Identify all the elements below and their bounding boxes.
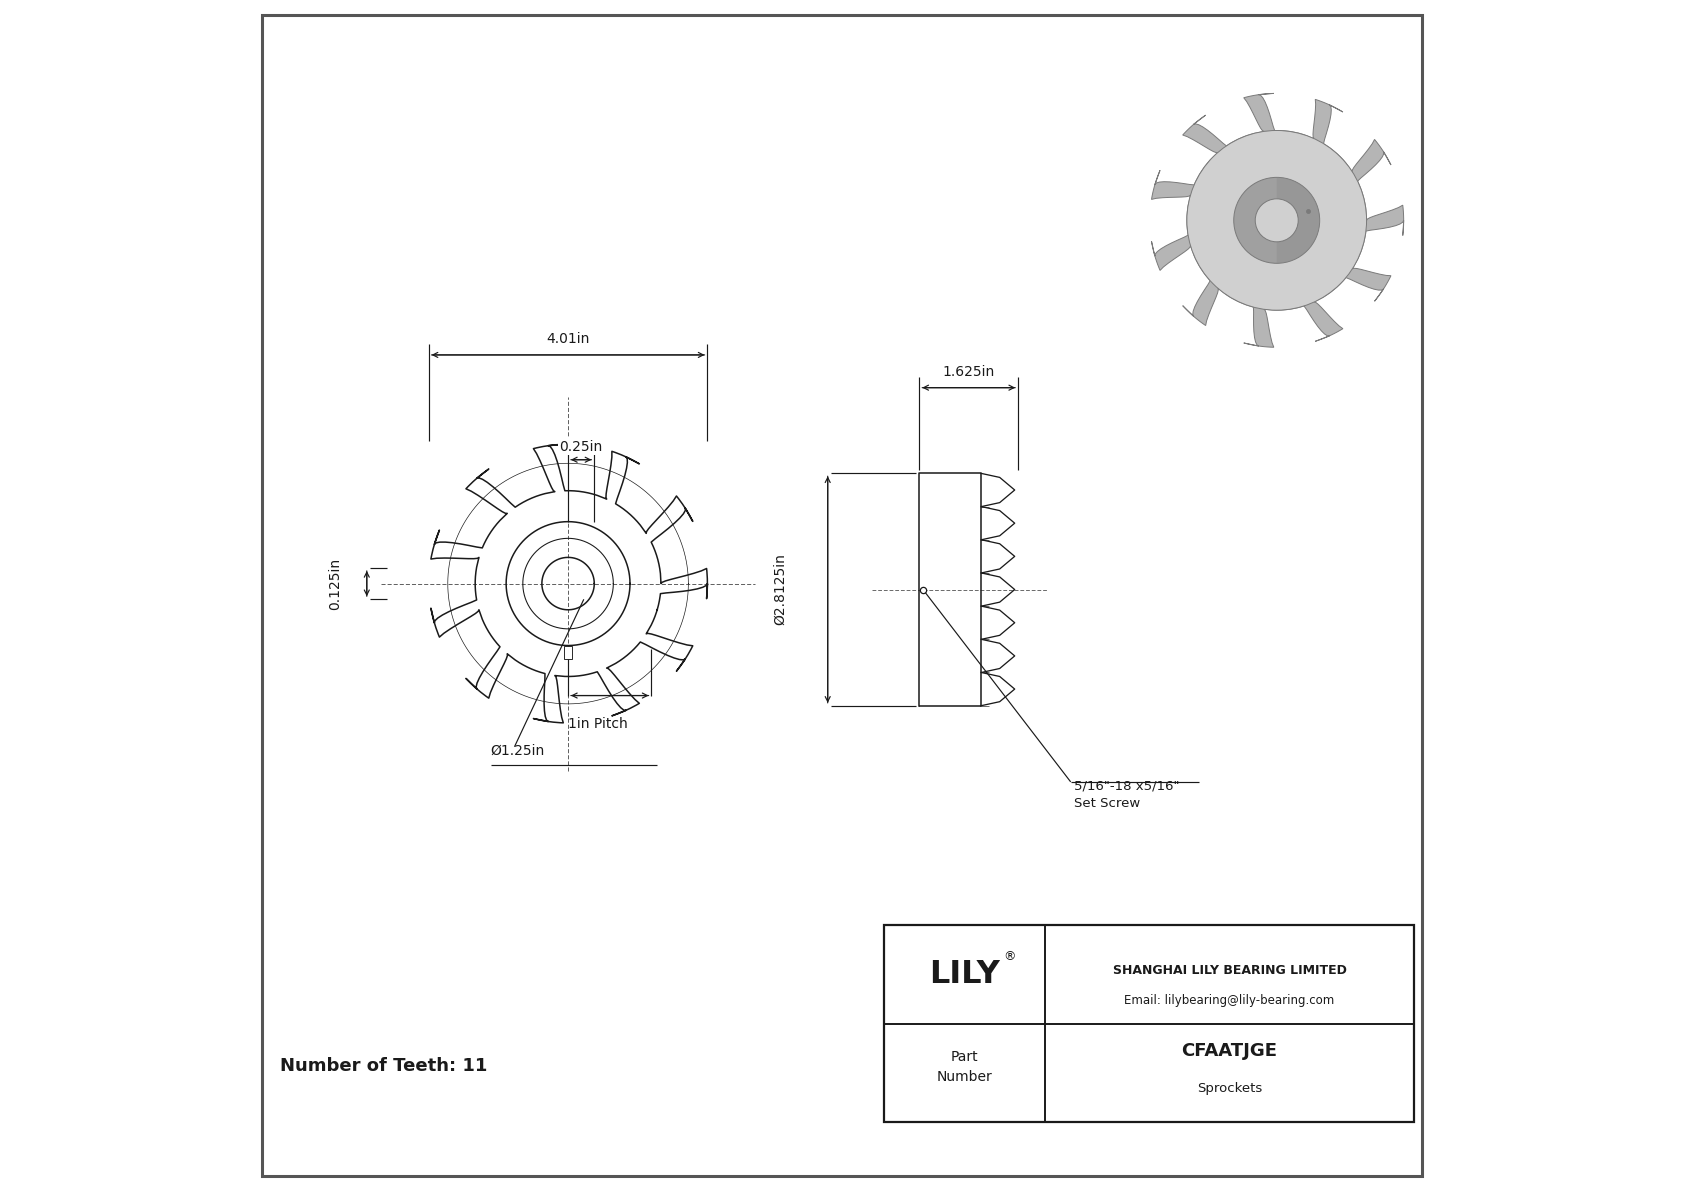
Circle shape — [1234, 177, 1320, 263]
Text: 0.25in: 0.25in — [559, 439, 603, 454]
Text: 1in Pitch: 1in Pitch — [568, 717, 628, 731]
Text: SHANGHAI LILY BEARING LIMITED: SHANGHAI LILY BEARING LIMITED — [1113, 964, 1347, 977]
Text: ®: ® — [1004, 950, 1015, 964]
Text: Part
Number: Part Number — [936, 1050, 992, 1084]
Text: Number of Teeth: 11: Number of Teeth: 11 — [280, 1056, 487, 1075]
Text: 0.125in: 0.125in — [328, 557, 342, 610]
Text: Ø1.25in: Ø1.25in — [490, 743, 546, 757]
Text: 5/16"-18 x5/16"
Set Screw: 5/16"-18 x5/16" Set Screw — [1074, 780, 1180, 810]
Text: Ø2.8125in: Ø2.8125in — [773, 554, 786, 625]
Bar — [564, 646, 573, 659]
Text: Sprockets: Sprockets — [1197, 1081, 1261, 1095]
Circle shape — [1255, 199, 1298, 242]
Text: Email: lilybearing@lily-bearing.com: Email: lilybearing@lily-bearing.com — [1125, 993, 1335, 1006]
Text: LILY: LILY — [930, 959, 1000, 990]
Circle shape — [1187, 131, 1366, 310]
Wedge shape — [1276, 177, 1320, 263]
Text: 1.625in: 1.625in — [943, 366, 995, 379]
Polygon shape — [1152, 93, 1404, 348]
Text: CFAATJGE: CFAATJGE — [1182, 1042, 1278, 1060]
Text: 4.01in: 4.01in — [546, 332, 589, 347]
Bar — [884, 925, 1413, 1122]
